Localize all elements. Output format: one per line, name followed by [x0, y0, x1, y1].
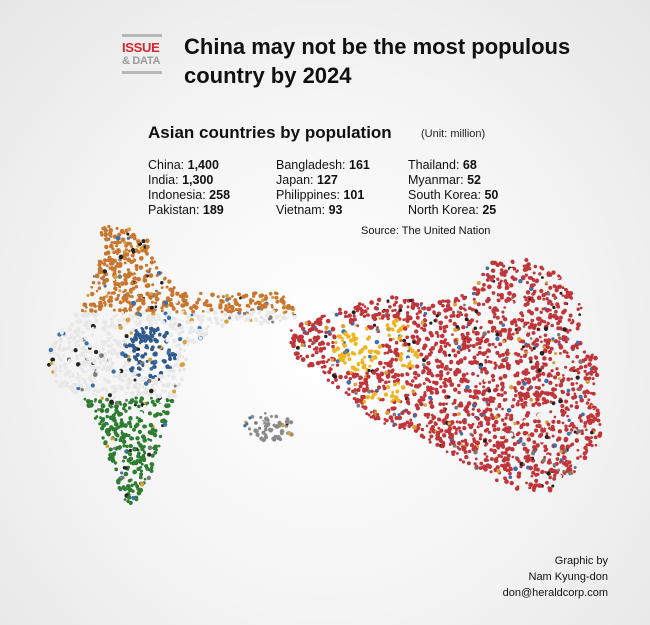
india-crowd-map-icon: [47, 224, 297, 505]
population-value: 50: [484, 188, 499, 202]
population-value: 258: [209, 188, 231, 202]
population-row: Indonesia: 258: [148, 188, 230, 203]
logo-line1: ISSUE: [122, 40, 160, 55]
population-value: 68: [462, 158, 477, 172]
population-column-1: China: 1,400 India: 1,300 Indonesia: 258…: [148, 158, 230, 218]
credit-email: don@heraldcorp.com: [502, 587, 608, 599]
population-row: Japan: 127: [276, 173, 370, 188]
headline: China may not be the most populous count…: [184, 34, 571, 88]
logo-top-bar: [122, 34, 162, 37]
country-name: Vietnam:: [276, 203, 326, 217]
country-name: Myanmar:: [408, 173, 464, 187]
population-row: North Korea: 25: [408, 203, 498, 218]
population-row: Thailand: 68: [408, 158, 498, 173]
credit-line1: Graphic by: [554, 555, 608, 567]
population-row: Myanmar: 52: [408, 173, 498, 188]
population-value: 93: [328, 203, 343, 217]
population-value: 25: [482, 203, 497, 217]
chart-title: Asian countries by population: [148, 123, 392, 142]
logo-bottom-bar: [122, 71, 162, 74]
country-name: Japan:: [276, 173, 314, 187]
credit-author: Nam Kyung-don: [528, 571, 609, 583]
population-value: 161: [349, 158, 370, 172]
population-row: India: 1,300: [148, 173, 230, 188]
country-name: China:: [148, 158, 185, 172]
population-row: Philippines: 101: [276, 188, 370, 203]
unit-label: (Unit: million): [421, 128, 486, 140]
population-value: 1,400: [187, 158, 219, 172]
population-value: 52: [467, 173, 481, 187]
country-name: India:: [148, 173, 179, 187]
population-row: South Korea: 50: [408, 188, 498, 203]
population-row: Pakistan: 189: [148, 203, 230, 218]
population-value: 189: [202, 203, 224, 217]
population-value: 1,300: [182, 173, 214, 187]
population-row: Bangladesh: 161: [276, 158, 370, 173]
population-value: 127: [317, 173, 338, 187]
issue-data-logo: ISSUE & DATA: [122, 34, 162, 74]
country-name: Bangladesh:: [276, 158, 346, 172]
population-column-3: Thailand: 68 Myanmar: 52 South Korea: 50…: [408, 158, 498, 218]
population-row: China: 1,400: [148, 158, 230, 173]
country-name: South Korea:: [408, 188, 481, 202]
country-name: Thailand:: [408, 158, 460, 172]
population-column-2: Bangladesh: 161 Japan: 127 Philippines: …: [276, 158, 370, 218]
logo-line2: & DATA: [122, 55, 161, 67]
country-name: Pakistan:: [148, 203, 200, 217]
population-row: Vietnam: 93: [276, 203, 370, 218]
source-note: Source: The United Nation: [361, 225, 491, 237]
china-crowd-map-icon: [243, 258, 603, 493]
country-name: Philippines:: [276, 188, 340, 202]
country-name: North Korea:: [408, 203, 479, 217]
country-name: Indonesia:: [148, 188, 206, 202]
population-value: 101: [343, 188, 365, 202]
credit-block: Graphic by Nam Kyung-don don@heraldcorp.…: [503, 553, 608, 601]
